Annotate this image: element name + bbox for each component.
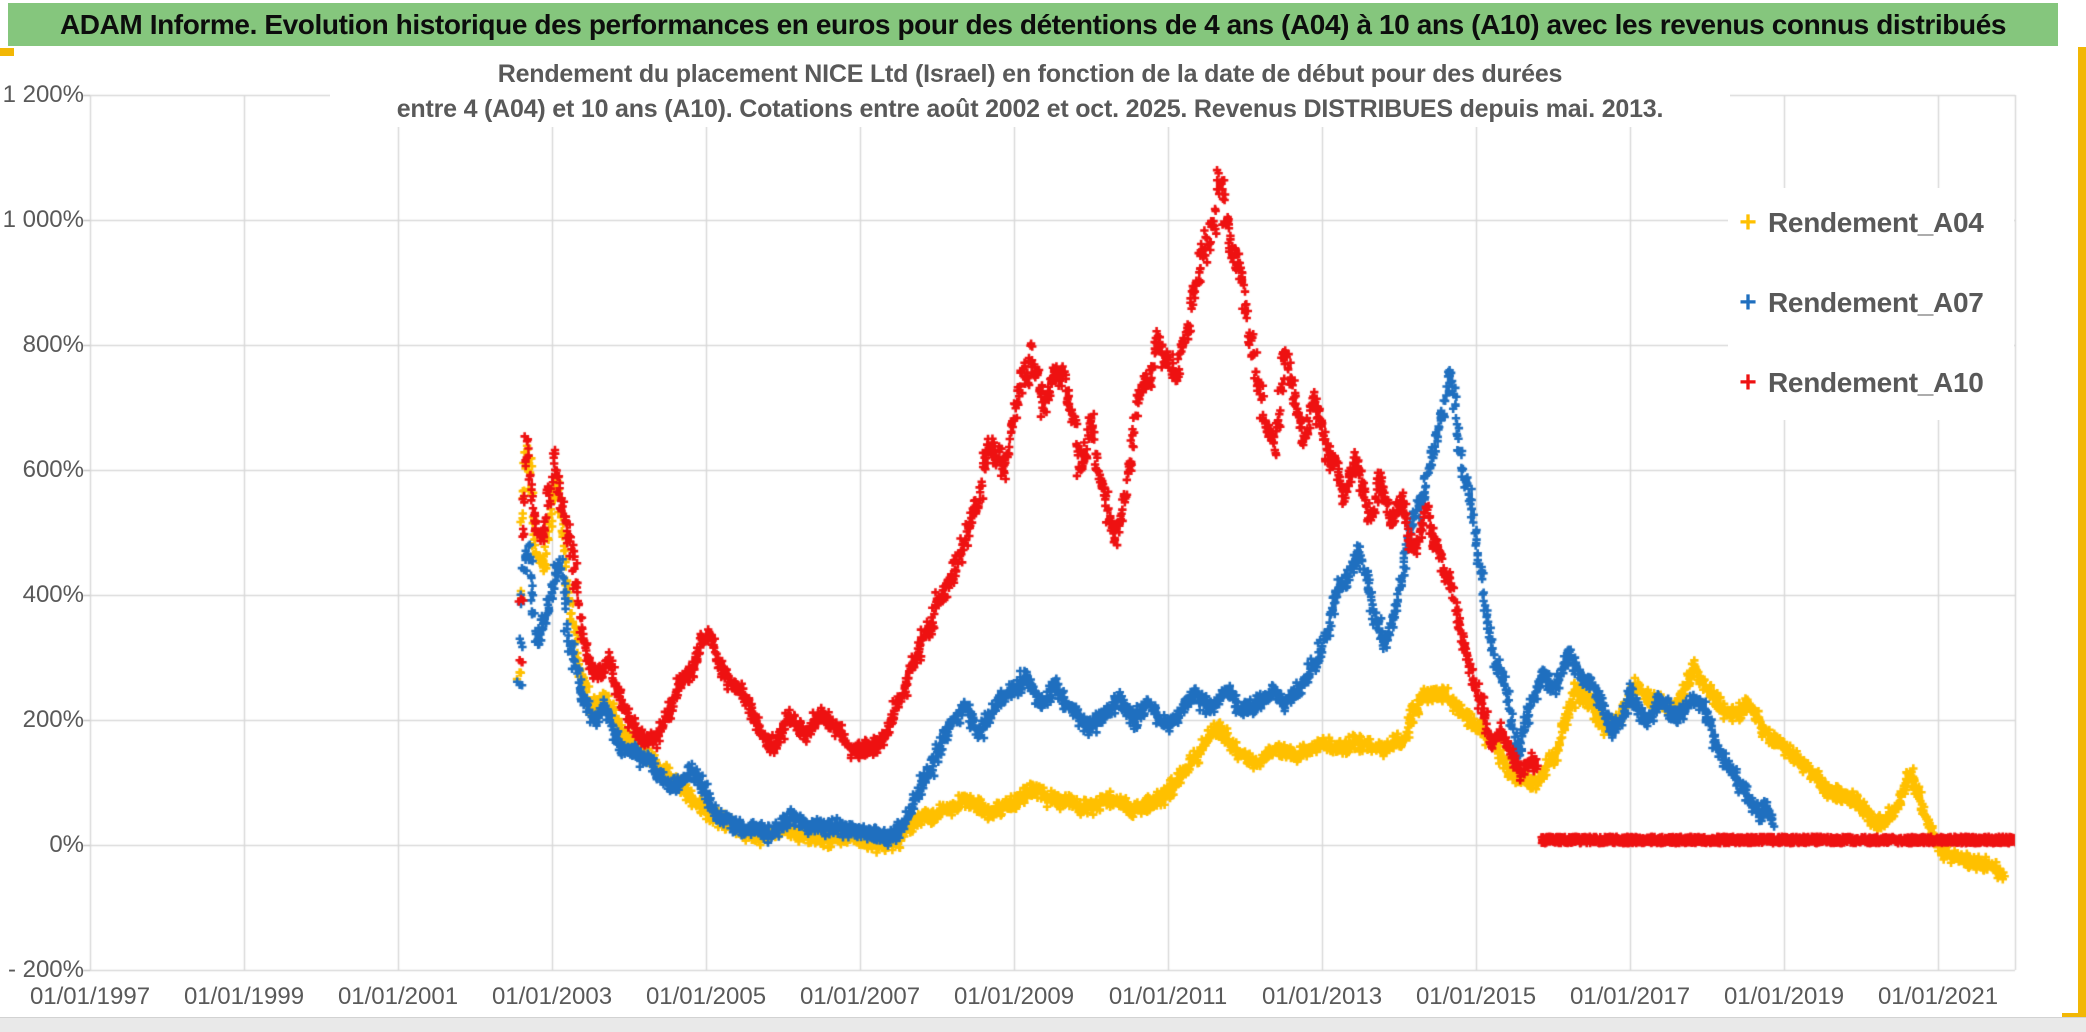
legend-item-a04[interactable]: + Rendement_A04: [1728, 203, 2014, 243]
x-axis-label: 01/01/2011: [1108, 983, 1228, 1010]
x-axis-label: 01/01/2005: [645, 983, 767, 1010]
bottom-scroll-strip[interactable]: [0, 1017, 2086, 1032]
legend-item-a10[interactable]: + Rendement_A10: [1728, 363, 2014, 403]
y-axis-label: - 200%: [7, 956, 84, 983]
x-axis-label: 01/01/2003: [491, 983, 613, 1010]
y-axis-label: 0%: [49, 831, 84, 858]
legend-label: Rendement_A10: [1768, 367, 1984, 398]
x-axis-label: 01/01/1997: [29, 983, 151, 1010]
chart-title-line1: Rendement du placement NICE Ltd (Israel)…: [497, 60, 1563, 88]
y-axis-label: 1 000%: [2, 206, 84, 233]
x-axis-label: 01/01/2019: [1723, 983, 1845, 1010]
y-axis-label: 800%: [22, 331, 84, 358]
chart-legend: + Rendement_A04 + Rendement_A07 + Rendem…: [1728, 188, 2014, 420]
x-axis-label: 01/01/2009: [953, 983, 1075, 1010]
x-axis-label: 01/01/2007: [799, 983, 921, 1010]
y-axis-label: 400%: [22, 581, 84, 608]
x-axis-label: 01/01/2013: [1261, 983, 1383, 1010]
legend-label: Rendement_A07: [1768, 287, 1984, 318]
chart-title: Rendement du placement NICE Ltd (Israel)…: [330, 57, 1730, 127]
y-axis-label: 600%: [22, 456, 84, 483]
plus-marker-icon: +: [1739, 286, 1757, 319]
y-axis-label: 1 200%: [2, 81, 84, 108]
legend-item-a07[interactable]: + Rendement_A07: [1728, 283, 2014, 323]
legend-label: Rendement_A04: [1768, 207, 1984, 238]
chart-title-line2: entre 4 (A04) et 10 ans (A10). Cotations…: [396, 95, 1664, 123]
x-axis-label: 01/01/1999: [183, 983, 305, 1010]
y-axis-label: 200%: [22, 706, 84, 733]
plus-marker-icon: +: [1739, 206, 1757, 239]
x-axis-label: 01/01/2017: [1569, 983, 1691, 1010]
plus-marker-icon: +: [1739, 366, 1757, 399]
x-axis-label: 01/01/2015: [1415, 983, 1537, 1010]
x-axis-label: 01/01/2021: [1877, 983, 1999, 1010]
x-axis-label: 01/01/2001: [337, 983, 459, 1010]
